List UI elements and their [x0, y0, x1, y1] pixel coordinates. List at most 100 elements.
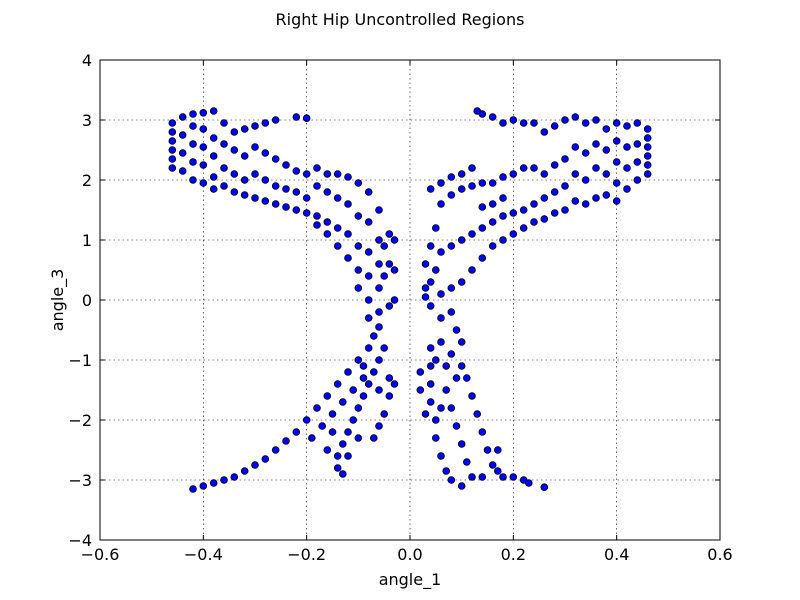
data-point: [364, 344, 373, 352]
data-point: [612, 119, 621, 127]
data-point: [385, 392, 394, 400]
data-point: [426, 278, 435, 286]
data-point: [550, 209, 559, 217]
data-point: [431, 266, 440, 274]
data-point: [282, 437, 290, 445]
data-point: [292, 428, 301, 436]
data-point: [623, 185, 631, 193]
data-point: [323, 446, 332, 454]
data-point: [623, 122, 631, 130]
x-tick-label: −0.4: [184, 545, 223, 564]
data-point: [375, 356, 383, 364]
data-point: [282, 203, 290, 211]
data-point: [457, 440, 466, 448]
data-point: [271, 155, 280, 163]
data-point: [540, 170, 549, 178]
data-point: [592, 194, 600, 202]
data-point: [509, 473, 518, 481]
data-point: [550, 188, 559, 196]
data-point: [499, 194, 507, 202]
data-point: [318, 422, 327, 430]
data-point: [240, 176, 249, 184]
data-point: [354, 212, 363, 220]
y-tick-label: 2: [82, 171, 92, 190]
data-point: [442, 467, 451, 475]
data-point: [524, 479, 533, 487]
data-point: [302, 194, 311, 202]
data-point: [452, 422, 461, 430]
data-point: [442, 362, 451, 370]
data-point: [478, 428, 487, 436]
data-point: [344, 452, 352, 460]
data-point: [592, 116, 600, 124]
x-tick-label: 0.4: [604, 545, 629, 564]
data-point: [302, 209, 311, 217]
data-point: [354, 284, 363, 292]
data-point: [189, 485, 197, 493]
data-point: [452, 374, 461, 382]
data-point: [643, 170, 652, 178]
data-point: [530, 218, 538, 226]
data-point: [478, 224, 487, 232]
data-point: [509, 116, 518, 124]
data-point: [540, 194, 549, 202]
data-point: [302, 416, 311, 424]
data-point: [313, 404, 321, 412]
data-point: [261, 176, 270, 184]
data-point: [493, 467, 502, 475]
data-point: [354, 434, 363, 442]
data-point: [199, 125, 208, 133]
data-point: [478, 473, 487, 481]
data-point: [571, 143, 580, 151]
data-point: [426, 380, 435, 388]
data-point: [488, 461, 497, 469]
data-point: [344, 200, 352, 208]
data-point: [478, 254, 487, 262]
data-point: [230, 128, 239, 136]
data-point: [178, 113, 187, 121]
data-point: [426, 302, 435, 310]
data-point: [220, 164, 228, 172]
data-point: [328, 410, 337, 418]
data-point: [488, 179, 497, 187]
data-point: [189, 140, 197, 148]
data-point: [375, 206, 383, 214]
data-points: [168, 107, 652, 493]
data-point: [251, 194, 259, 202]
data-point: [168, 164, 177, 172]
data-point: [519, 164, 528, 172]
data-point: [437, 248, 445, 256]
data-point: [457, 185, 466, 193]
data-point: [447, 173, 456, 181]
data-point: [375, 308, 383, 316]
data-point: [499, 119, 507, 127]
data-point: [369, 434, 378, 442]
data-point: [478, 179, 487, 187]
data-point: [550, 122, 559, 130]
data-point: [189, 110, 197, 118]
data-point: [468, 230, 476, 238]
data-point: [571, 197, 580, 205]
data-point: [323, 188, 332, 196]
data-point: [431, 434, 440, 442]
data-point: [457, 170, 466, 178]
data-point: [426, 398, 435, 406]
data-point: [612, 137, 621, 145]
data-point: [431, 416, 440, 424]
data-point: [426, 242, 435, 250]
data-point: [390, 236, 399, 244]
data-point: [499, 236, 507, 244]
data-point: [178, 149, 187, 157]
data-point: [540, 483, 549, 492]
data-point: [499, 473, 507, 481]
data-point: [251, 122, 259, 130]
data-point: [220, 182, 228, 190]
data-point: [602, 125, 611, 133]
data-point: [509, 209, 518, 217]
data-point: [468, 266, 476, 274]
data-point: [416, 386, 425, 394]
data-point: [519, 206, 528, 214]
data-point: [333, 224, 342, 232]
data-point: [457, 362, 466, 370]
data-point: [437, 314, 445, 322]
